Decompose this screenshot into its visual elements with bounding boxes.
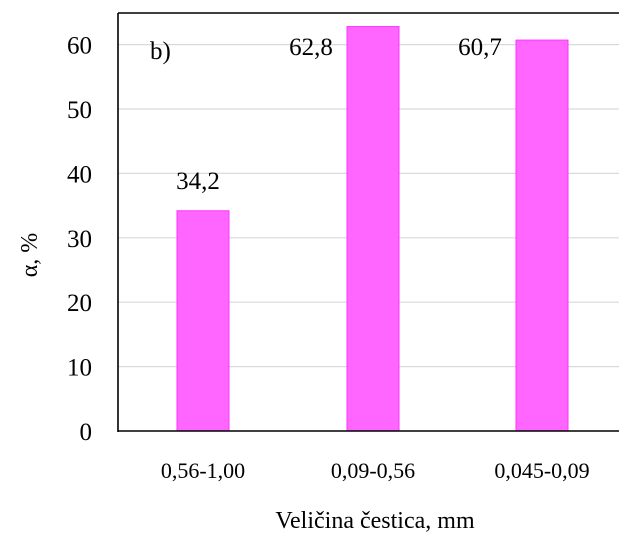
bar xyxy=(176,210,230,432)
plot-frame xyxy=(117,12,619,432)
y-tick-labels: 0 10 20 30 40 50 60 xyxy=(67,33,92,446)
y-axis-label: α, % xyxy=(17,233,43,278)
x-tick-label: 0,56-1,00 xyxy=(161,458,245,483)
y-tick-label: 10 xyxy=(67,355,92,382)
y-tick-label: 60 xyxy=(67,33,92,60)
y-tick-label: 50 xyxy=(67,97,92,124)
bar xyxy=(346,26,400,432)
x-axis-label: Veličina čestica, mm xyxy=(275,508,475,534)
y-tick-label: 0 xyxy=(80,419,93,446)
data-labels: 34,2 62,8 60,7 xyxy=(176,34,502,195)
x-tick-label: 0,045-0,09 xyxy=(494,458,589,483)
bars xyxy=(176,26,569,432)
x-tick-label: 0,09-0,56 xyxy=(331,458,415,483)
data-label: 62,8 xyxy=(289,34,333,61)
x-tick-labels: 0,56-1,00 0,09-0,56 0,045-0,09 xyxy=(161,458,590,483)
panel-label: b) xyxy=(150,38,171,65)
y-tick-label: 30 xyxy=(67,226,92,253)
data-label: 60,7 xyxy=(458,34,502,61)
bar xyxy=(515,39,569,432)
y-tick-label: 40 xyxy=(67,161,92,188)
data-label: 34,2 xyxy=(176,168,220,195)
y-tick-label: 20 xyxy=(67,290,92,317)
